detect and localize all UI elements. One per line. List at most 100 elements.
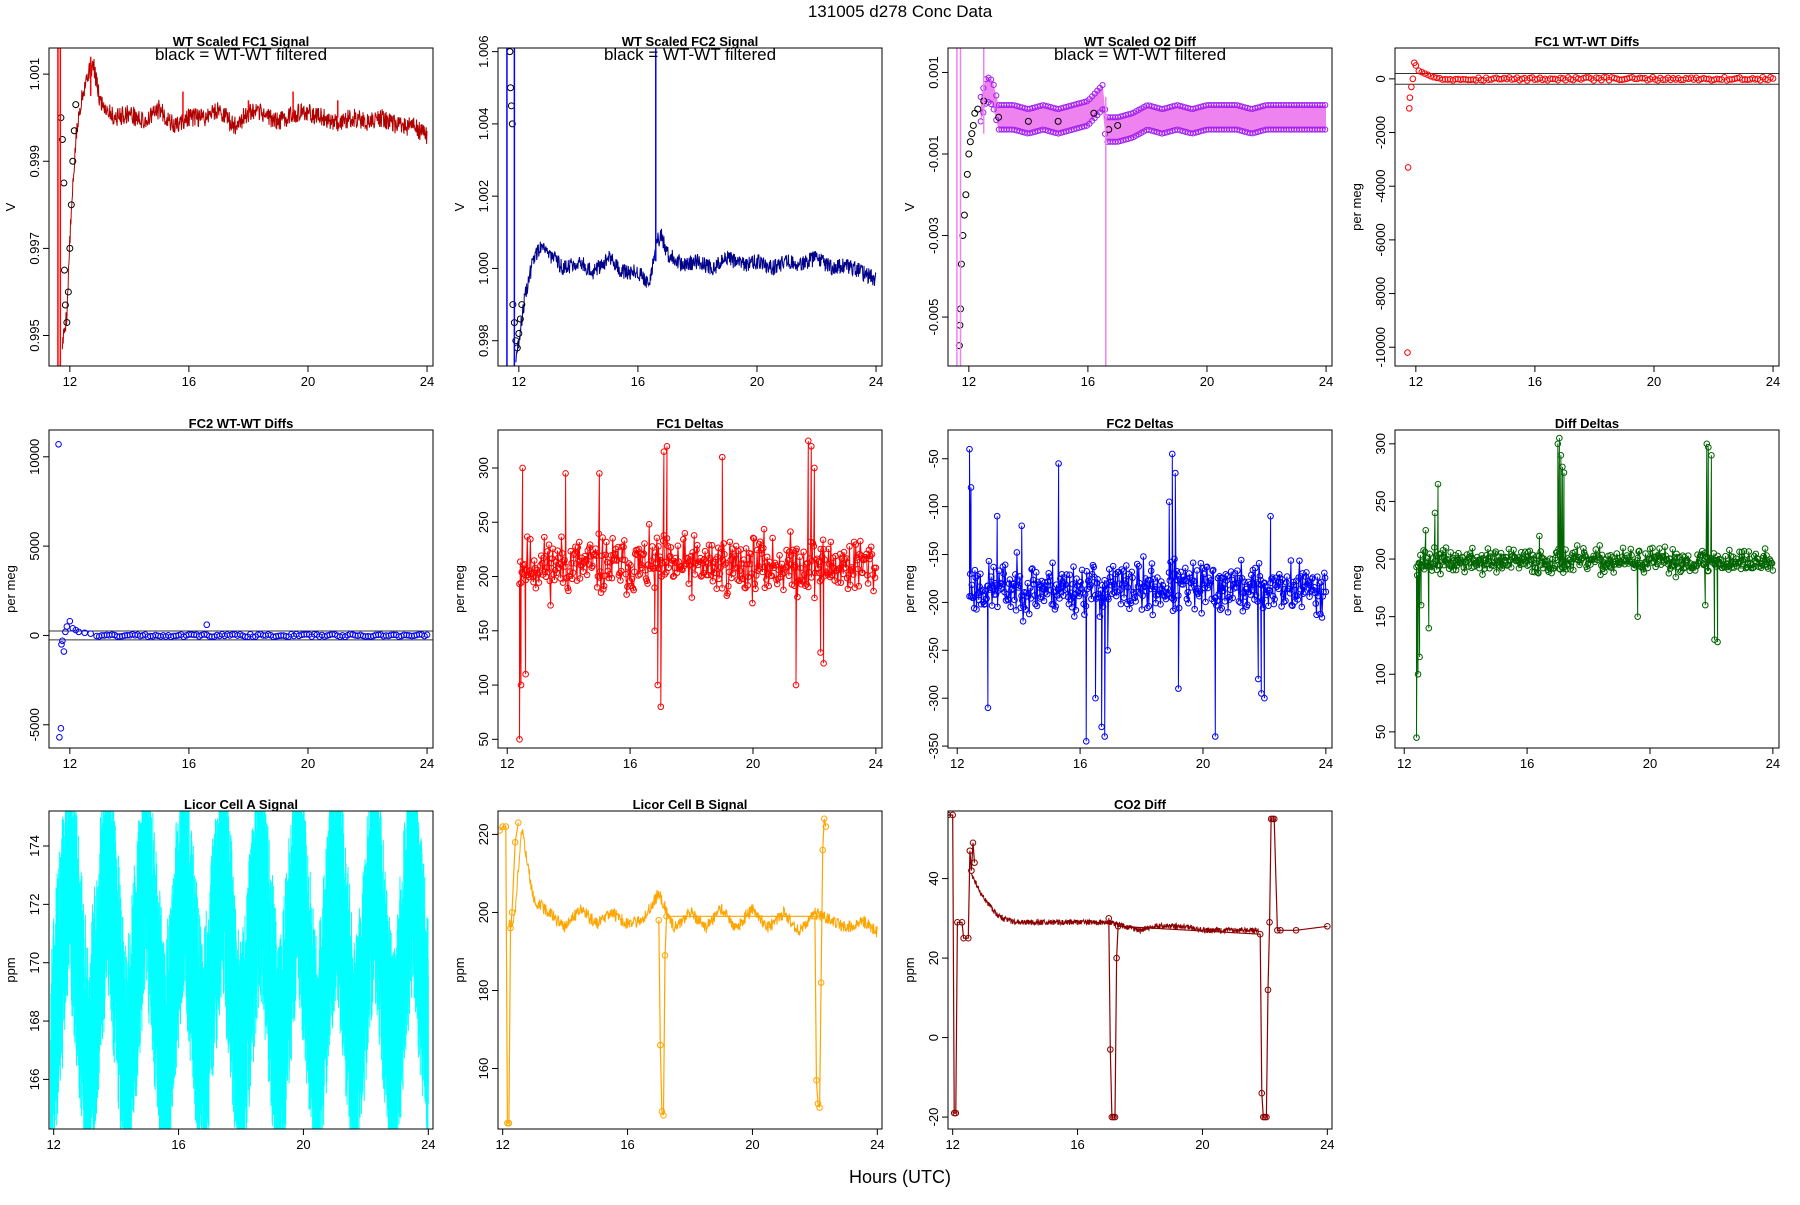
data-point xyxy=(1700,561,1708,569)
data-point xyxy=(1223,572,1231,580)
data-point xyxy=(1064,585,1071,592)
data-point xyxy=(1232,579,1240,587)
data-point xyxy=(747,550,755,558)
data-point xyxy=(791,582,798,589)
data-point xyxy=(507,84,515,92)
data-point xyxy=(1171,555,1178,563)
data-point xyxy=(1206,579,1214,587)
data-point xyxy=(623,591,630,598)
data-point xyxy=(1215,590,1223,598)
data-point xyxy=(1185,570,1193,577)
data-point xyxy=(663,913,670,920)
data-point xyxy=(1701,560,1708,568)
data-point xyxy=(1117,600,1125,608)
plot-frame xyxy=(947,429,1333,749)
data-point xyxy=(1254,598,1261,605)
y-tick-label: 200 xyxy=(476,566,491,588)
data-point xyxy=(589,562,596,570)
data-point xyxy=(1601,568,1608,576)
data-point xyxy=(1270,600,1278,608)
data-point xyxy=(544,568,552,576)
data-point xyxy=(802,560,810,568)
series-licor-a-0 xyxy=(50,811,429,1129)
data-point xyxy=(241,633,249,641)
data-point xyxy=(768,572,776,580)
series-line xyxy=(948,814,976,1114)
data-point xyxy=(1018,522,1026,530)
data-point xyxy=(740,556,748,564)
x-tick-label: 16 xyxy=(1520,756,1534,771)
data-point xyxy=(746,560,754,568)
data-point xyxy=(974,589,982,597)
data-point xyxy=(1092,694,1099,702)
data-point xyxy=(818,576,825,583)
data-point xyxy=(1258,690,1265,697)
data-point xyxy=(1270,815,1278,823)
chart-title: WT Scaled FC1 Signal xyxy=(173,34,310,49)
data-point xyxy=(718,584,726,592)
series-line xyxy=(508,829,878,938)
data-point xyxy=(1319,593,1327,600)
data-point xyxy=(772,561,780,569)
data-point xyxy=(1149,611,1157,619)
data-point xyxy=(611,550,619,557)
data-point xyxy=(1676,553,1683,561)
data-point xyxy=(870,587,877,595)
data-point xyxy=(1293,592,1301,600)
data-point xyxy=(974,105,982,113)
y-tick-label: 50 xyxy=(1373,725,1388,739)
data-point xyxy=(1170,596,1177,604)
series-o2-diff-0 xyxy=(977,74,1329,145)
data-point xyxy=(1769,567,1777,574)
x-tick-label: 16 xyxy=(171,1137,185,1152)
data-point xyxy=(1636,547,1643,555)
data-point xyxy=(1193,567,1201,574)
y-tick-label: 174 xyxy=(27,835,42,857)
data-point xyxy=(998,580,1006,588)
data-point xyxy=(815,558,822,566)
data-point xyxy=(843,555,850,562)
series-line xyxy=(658,818,827,1116)
data-point xyxy=(816,1104,823,1111)
data-point xyxy=(596,568,604,575)
plot-frame xyxy=(48,429,434,749)
data-point xyxy=(1318,614,1326,621)
data-point xyxy=(1317,578,1325,586)
data-point xyxy=(1220,587,1227,595)
data-point xyxy=(1705,443,1712,451)
data-point xyxy=(762,559,769,567)
data-point xyxy=(1580,544,1587,552)
y-tick-label: -350 xyxy=(926,733,941,759)
data-point xyxy=(685,580,693,587)
data-point xyxy=(1263,1113,1270,1121)
data-point xyxy=(708,541,716,549)
data-point xyxy=(1490,562,1497,570)
data-point xyxy=(604,567,612,575)
data-point xyxy=(971,109,979,117)
data-point xyxy=(793,545,800,553)
data-point xyxy=(523,567,530,574)
x-tick-label: 12 xyxy=(495,1137,509,1152)
data-point xyxy=(1229,594,1236,602)
data-point xyxy=(711,558,719,566)
data-point xyxy=(1510,546,1517,554)
data-point xyxy=(1497,549,1505,557)
data-point xyxy=(727,556,734,564)
data-point xyxy=(716,570,724,577)
data-point xyxy=(1043,582,1050,589)
data-point xyxy=(1025,610,1033,618)
data-point xyxy=(690,532,698,539)
data-point xyxy=(808,574,815,581)
data-point xyxy=(634,572,642,579)
data-point xyxy=(1148,560,1156,567)
data-point xyxy=(1081,591,1089,598)
data-point xyxy=(679,566,686,574)
series-fc1-signal-2 xyxy=(57,48,339,366)
data-point xyxy=(1567,558,1575,566)
y-tick-label: -0.001 xyxy=(926,136,941,173)
data-point xyxy=(780,586,787,594)
chart-fc1-diffs: 12 16 20 24 -10000 -8000 -6000 -4000 -2000 0 per m… xyxy=(1349,34,1780,389)
data-point xyxy=(508,120,516,128)
data-point xyxy=(1251,564,1259,572)
data-point xyxy=(1209,567,1216,575)
